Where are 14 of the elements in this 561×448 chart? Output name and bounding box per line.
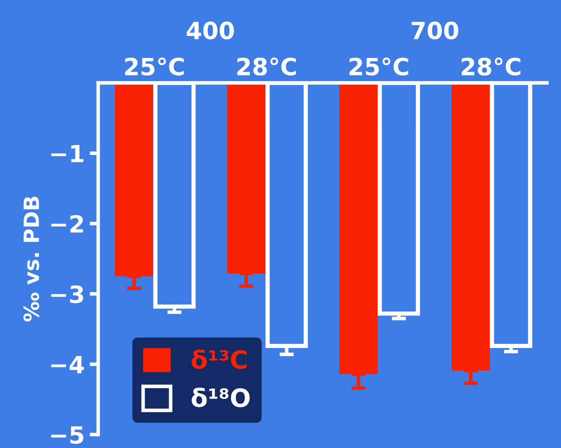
y-axis-title: ‰ vs. PDB [23, 196, 40, 322]
legend-label: δ¹⁸O [192, 388, 250, 408]
text: 700 [412, 22, 458, 40]
x-tick-label: 25°C [125, 58, 184, 76]
y-tick-label: −5 [51, 426, 84, 444]
y-tick-label: −3 [51, 285, 84, 304]
legend-label: δ¹³C [192, 349, 246, 370]
x-tick-label: 25°C [350, 58, 408, 76]
x-tick-label: 28°C [462, 58, 520, 76]
text: 400 [186, 22, 234, 40]
y-tick-label: −2 [51, 215, 83, 233]
y-tick-label: −4 [51, 356, 84, 374]
x-tick-label: 28°C [237, 58, 296, 76]
y-tick-label: −1 [51, 144, 84, 162]
